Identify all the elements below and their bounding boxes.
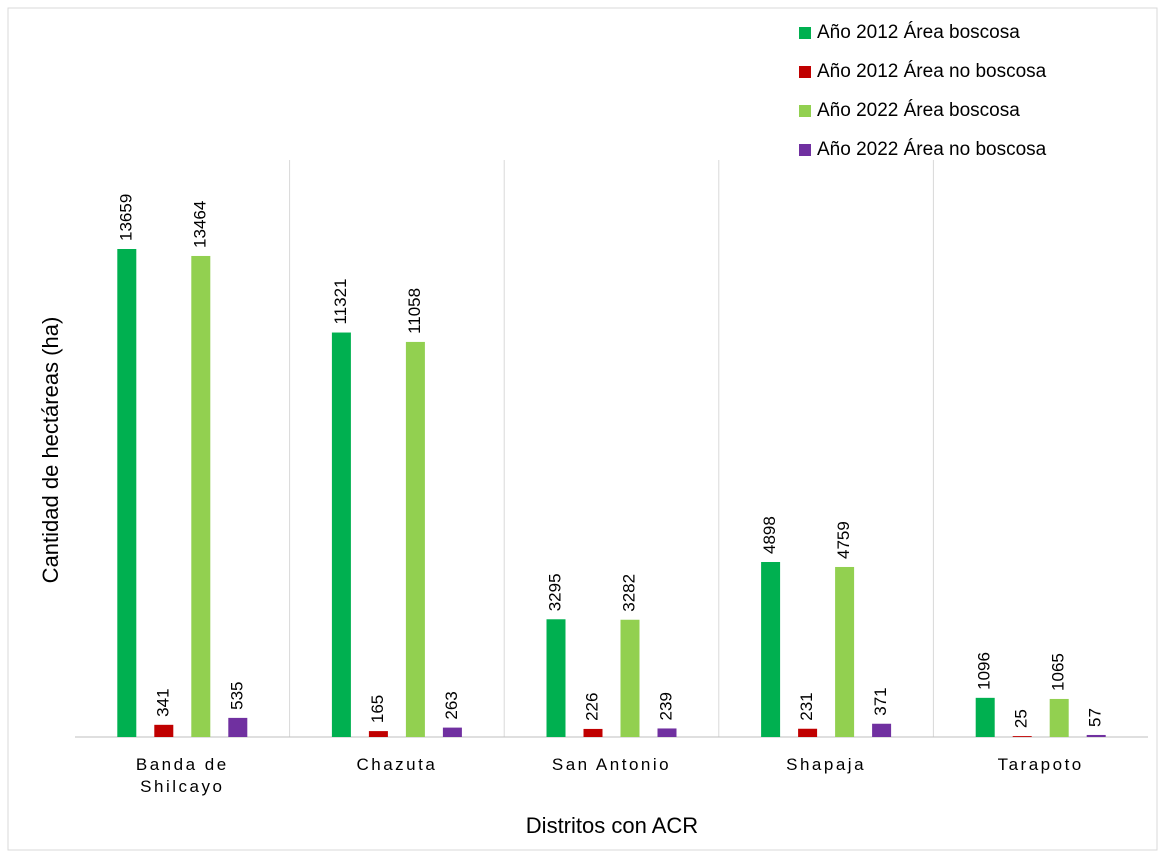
bar: [872, 723, 892, 737]
bar: [191, 255, 211, 737]
bar: [583, 728, 603, 737]
x-axis-label: Distritos con ACR: [526, 813, 698, 838]
bar: [798, 728, 818, 737]
data-label: 13464: [190, 201, 209, 248]
data-label: 4898: [760, 516, 779, 554]
bar: [975, 697, 995, 737]
bar: [620, 619, 640, 737]
bar: [368, 731, 388, 737]
bar: [228, 717, 248, 737]
bar: [1049, 698, 1069, 737]
data-label: 3295: [545, 573, 564, 611]
bar: [835, 566, 855, 737]
data-label: 341: [153, 688, 172, 716]
bar: [442, 727, 462, 737]
data-label: 57: [1086, 708, 1105, 727]
x-tick-label: Banda de Shilcayo: [135, 755, 229, 796]
bar: [761, 562, 781, 737]
x-tick-label: Tarapoto: [997, 755, 1084, 774]
legend-swatch: [799, 27, 811, 39]
x-tick-label: Shapaja: [786, 755, 867, 774]
data-label: 13659: [116, 194, 135, 241]
data-label: 371: [871, 687, 890, 715]
data-label: 11058: [405, 288, 424, 334]
data-label: 239: [656, 692, 675, 720]
bar: [1012, 736, 1032, 737]
data-label: 226: [582, 693, 601, 721]
bar: [154, 724, 174, 737]
bar: [1086, 734, 1106, 737]
bar: [546, 619, 566, 737]
data-label: 231: [797, 692, 816, 720]
data-label: 1065: [1049, 653, 1068, 691]
legend-swatch: [799, 105, 811, 117]
legend-label: Año 2012 Área boscosa: [817, 22, 1020, 43]
bar: [331, 332, 351, 737]
legend-label: Año 2022 Área no boscosa: [817, 139, 1047, 160]
data-label: 11321: [331, 279, 350, 325]
data-label: 3282: [619, 574, 638, 612]
data-label: 535: [227, 682, 246, 710]
bar: [117, 248, 137, 737]
bar: [657, 728, 677, 737]
x-tick-label: San Antonio: [551, 755, 672, 774]
data-label: 165: [368, 695, 387, 723]
legend-swatch: [799, 66, 811, 78]
data-label: 25: [1012, 709, 1031, 728]
data-label: 1096: [975, 652, 994, 690]
data-label: 263: [442, 691, 461, 719]
data-label: 4759: [834, 521, 853, 559]
bar: [405, 341, 425, 737]
legend-label: Año 2022 Área boscosa: [817, 100, 1020, 121]
y-axis-label: Cantidad de hectáreas (ha): [38, 317, 63, 584]
x-tick-label: Chazuta: [356, 755, 438, 774]
legend-swatch: [799, 144, 811, 156]
legend-label: Año 2012 Área no boscosa: [817, 61, 1047, 82]
